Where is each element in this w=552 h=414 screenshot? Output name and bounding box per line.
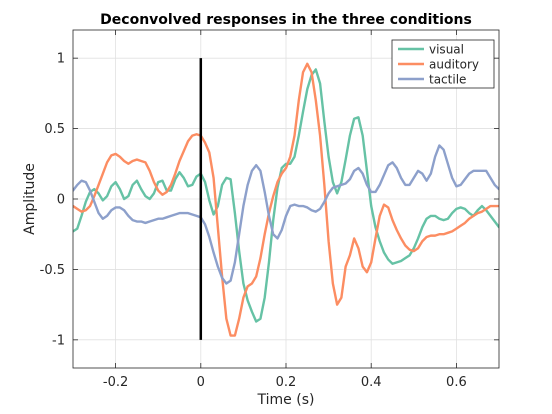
x-axis-title: Time (s) [257, 392, 315, 408]
x-tick-label: 0.2 [276, 375, 297, 390]
y-tick-label: 0.5 [44, 122, 65, 137]
chart-title: Deconvolved responses in the three condi… [100, 12, 472, 28]
x-tick-label: 0 [197, 375, 205, 390]
x-tick-label: 0.6 [446, 375, 467, 390]
y-tick-label: -1 [52, 333, 65, 348]
series-line-auditory [73, 62, 499, 337]
legend-label-auditory: auditory [429, 58, 479, 72]
y-axis-title: Amplitude [22, 163, 38, 235]
legend-label-visual: visual [429, 43, 464, 57]
series-line-visual [73, 68, 499, 323]
axis-ticks: -0.2 0 0.2 0.4 0.6 -1 -0.5 0 0.5 1 [40, 30, 499, 390]
y-tick-label: -0.5 [40, 263, 65, 278]
series-line-tactile [73, 144, 499, 285]
y-tick-label: 1 [57, 52, 65, 67]
x-tick-label: -0.2 [103, 375, 128, 390]
x-tick-label: 0.4 [361, 375, 382, 390]
series-layer [73, 62, 499, 337]
y-tick-label: 0 [57, 193, 65, 208]
legend-label-tactile: tactile [429, 73, 466, 87]
